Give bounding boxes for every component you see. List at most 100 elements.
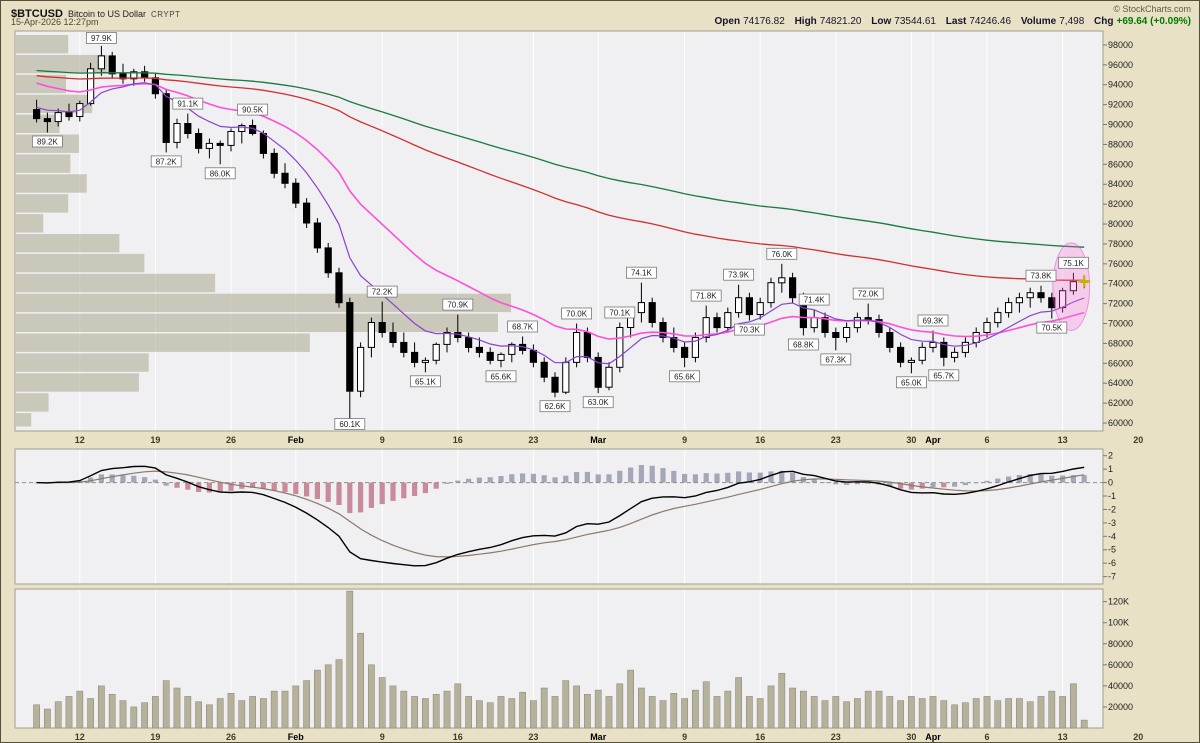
macd-histogram-bar [790,472,796,483]
volume-bar [108,694,116,729]
price-label: 71.4K [804,296,826,305]
macd-signal-line [36,470,1085,558]
price-label-box [366,285,398,298]
price-label-box [204,167,236,180]
candle-body-down [940,341,948,358]
date-axis-label: Feb [288,732,305,742]
chg-label: Chg [1094,16,1114,27]
price-label: 68.8K [793,340,815,349]
macd-histogram-bar [250,482,256,488]
candle-body-up [778,277,786,284]
volume-bar [767,685,775,729]
candle-body-down [303,202,311,224]
volume-bar [87,698,94,729]
volume-bar [594,689,602,729]
volume-bar [508,698,516,729]
macd-histogram-bar [703,473,709,483]
volume-bar [886,696,894,729]
volume-bar [994,700,1002,729]
date-axis-label: 20 [1133,732,1143,742]
date-axis-label: 9 [380,732,385,742]
candle-body-down [1048,297,1056,309]
candle-body-up [929,341,937,348]
macd-histogram-bar [142,477,148,483]
last-value: 74246.46 [969,16,1012,27]
price-label: 65.1K [415,377,437,386]
price-label: 97.9K [91,34,113,43]
macd-histogram-bar [217,482,223,493]
macd-histogram-bar [887,482,893,487]
candle-body-down [335,272,343,304]
candle-body-down [270,152,278,174]
volume-bar [292,685,300,729]
price-label: 90.5K [242,106,264,115]
ma-medium-red [36,75,1085,281]
volume-bar [962,702,969,729]
macd-histogram-bar [163,482,169,486]
candle-body-down [821,317,829,334]
volume-bar [303,680,310,729]
volume-bar [875,690,883,729]
open-value: 74176.82 [743,16,785,27]
open-label: Open [714,16,741,27]
volume-axis-label: 80000 [1108,639,1133,649]
volume-bar [681,698,688,729]
date-axis-label: 6 [984,732,989,742]
date-axis-label: 19 [150,732,160,742]
date-axis-label: Mar [590,732,607,742]
price-label-box [852,287,884,300]
candle-body-down [43,118,51,123]
candle-body-down [195,133,203,149]
price-label-box [485,370,517,383]
macd-histogram-bar [185,482,191,490]
macd-histogram-bar [898,482,904,489]
date-axis-label: 16 [453,435,463,445]
macd-histogram-bar [584,471,590,483]
price-label: 70.1K [609,309,631,318]
price-label: 75.1K [1063,259,1085,268]
macd-histogram-bar [379,482,385,505]
price-label: 65.7K [933,371,955,380]
volume-bar [432,694,440,729]
candle-body-up [853,317,861,329]
macd-histogram-bar [908,482,914,490]
volume-bar [810,696,818,729]
volume-bar [605,696,613,729]
price-label-box [917,314,949,327]
candle-body-down [119,73,127,80]
price-label-box [604,306,636,319]
price-label-box [690,289,722,302]
date-axis-label: 23 [528,732,538,742]
candle-body-up [421,359,429,363]
volume-bar [789,687,796,729]
volume-bar [756,698,764,729]
price-label-box [409,375,441,388]
price-label: 73.8K [1031,272,1053,281]
volume-bar [908,696,915,729]
price-axis-label: 80000 [1108,219,1133,229]
volume-by-price-bar [16,353,149,372]
date-axis-label: 12 [75,435,85,445]
candle-body-down [400,341,408,353]
candle-body-up [205,142,214,149]
price-label-box [31,135,63,148]
candle-body-up [238,125,246,132]
volume-bar [854,698,861,729]
volume-bar [972,698,980,729]
volume-bar [346,590,354,729]
volume-label: Volume [1020,16,1057,27]
candle-body-down [486,351,494,361]
price-axis-label: 70000 [1108,319,1133,329]
macd-axis-label: 2 [1108,451,1113,461]
volume-bar [1080,719,1088,729]
price-axis-label: 82000 [1108,199,1133,209]
macd-histogram-bar [206,482,212,493]
candle-body-down [378,322,386,333]
macd-histogram-bar [152,479,158,483]
candle-body-up [357,346,365,392]
macd-histogram-bar [1049,475,1055,483]
symbol: $BTCUSD [11,8,63,20]
macd-histogram-bar [811,479,817,483]
